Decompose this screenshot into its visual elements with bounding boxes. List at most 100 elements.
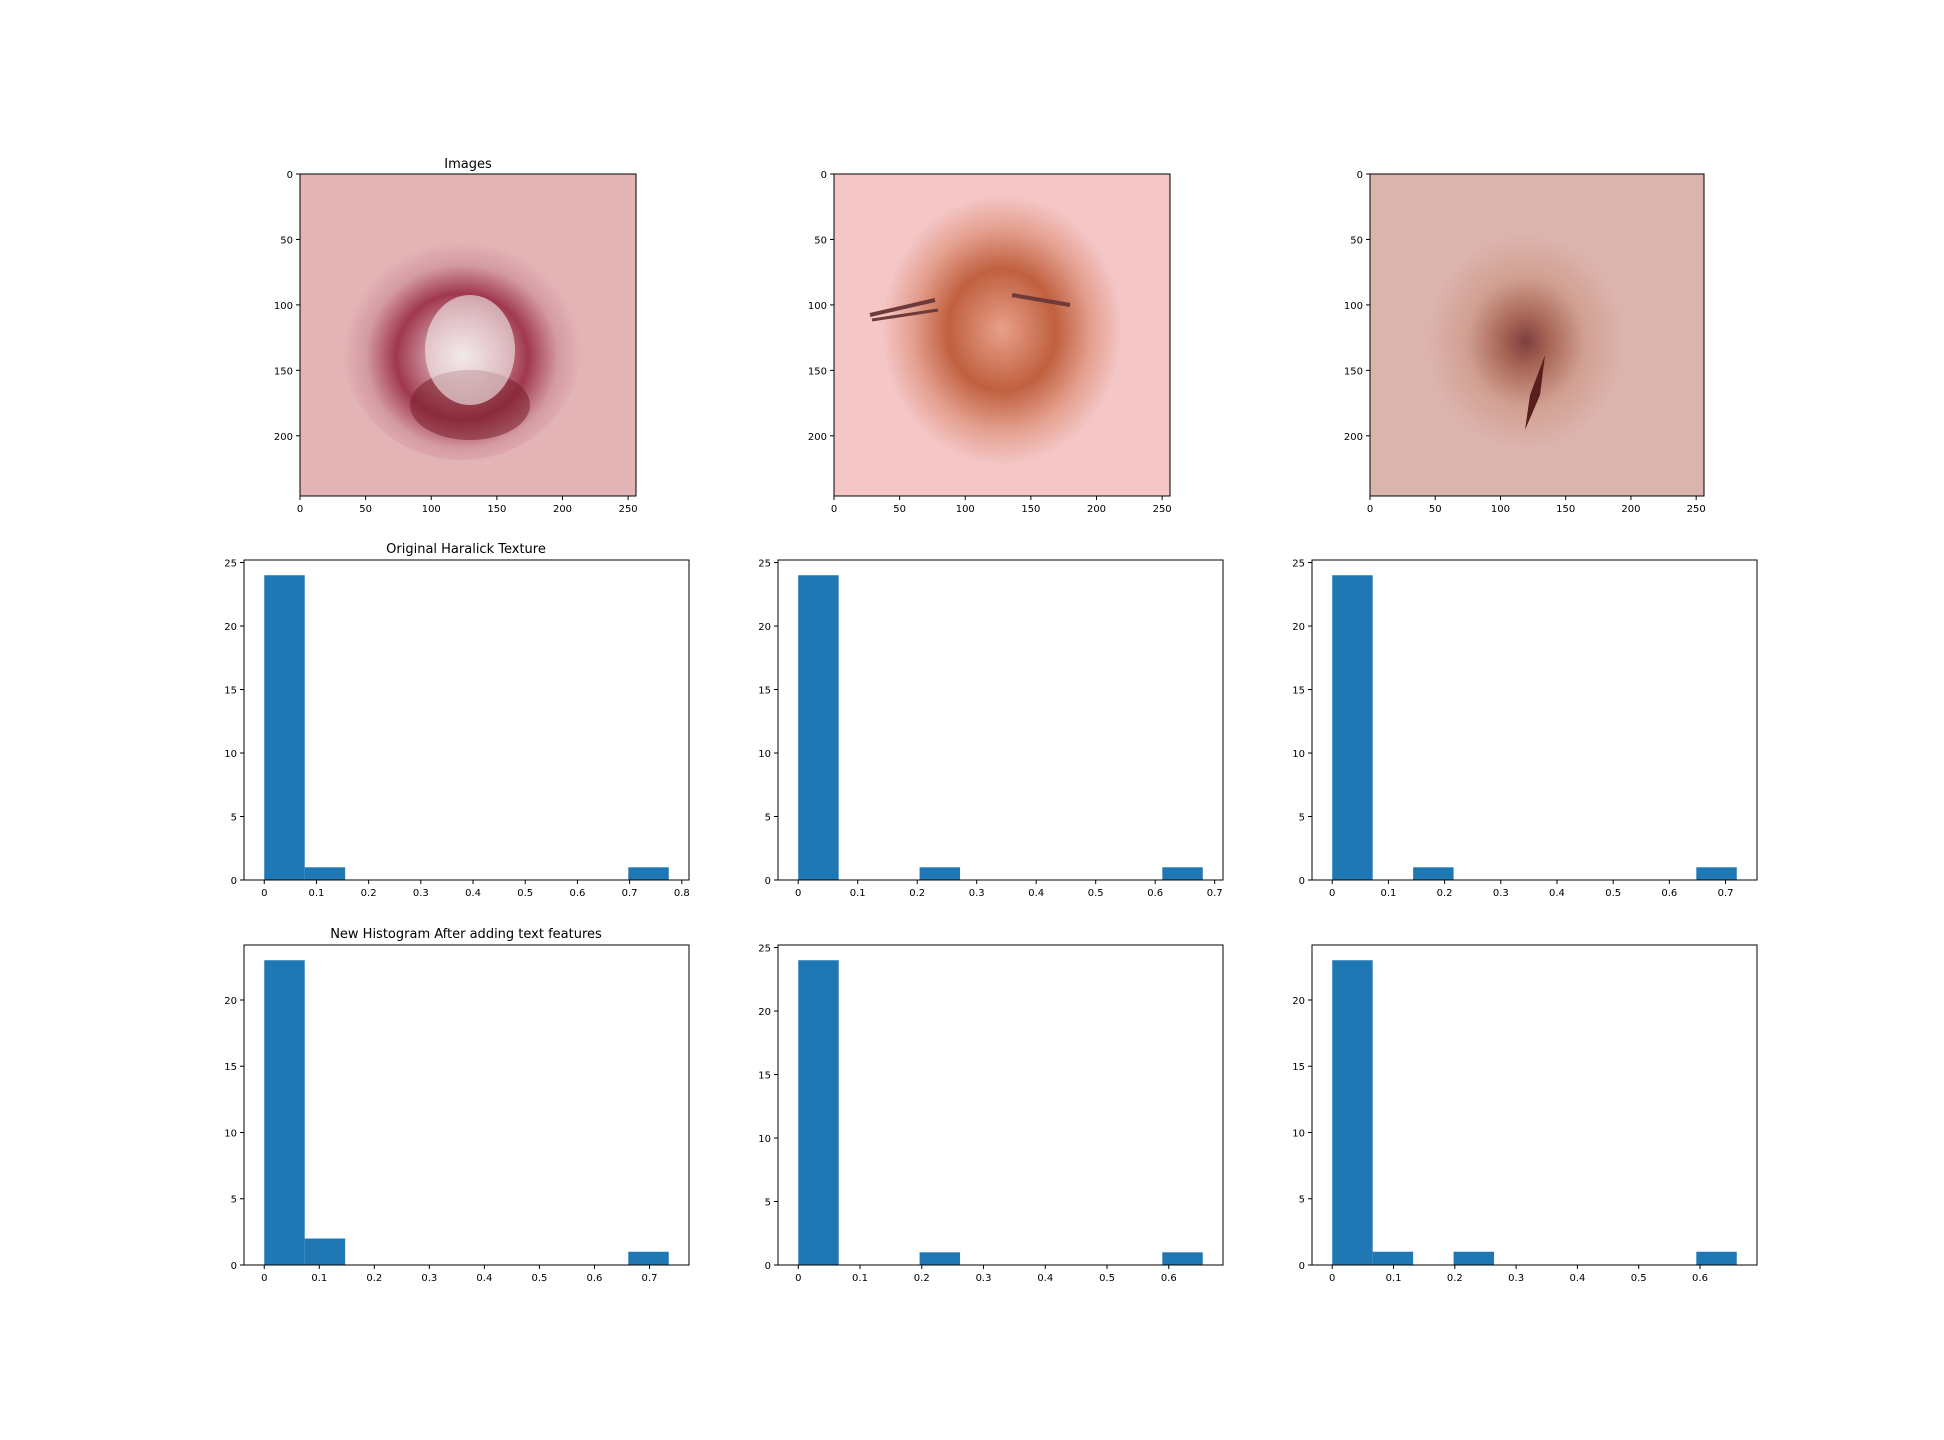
y-tick-label: 5 (1299, 1195, 1305, 1206)
y-tick-label: 0 (821, 170, 827, 181)
x-tick-label: 0.7 (642, 1273, 658, 1284)
y-tick-label: 100 (808, 301, 827, 312)
y-tick-label: 100 (1344, 301, 1363, 312)
y-tick-label: 20 (224, 996, 237, 1007)
y-tick-label: 0 (231, 1261, 237, 1272)
y-tick-label: 0 (1357, 170, 1363, 181)
x-tick-label: 0.3 (1508, 1273, 1524, 1284)
y-tick-label: 5 (231, 1195, 237, 1206)
hair-3 (1011, 293, 1071, 307)
x-tick-label: 0.7 (622, 888, 638, 899)
histogram-bar (1453, 1251, 1495, 1265)
lesion-1-white-area (425, 295, 515, 405)
y-tick-label: 5 (765, 1198, 771, 1209)
y-tick-label: 10 (1292, 749, 1305, 760)
x-tick-label: 0.1 (850, 888, 866, 899)
y-tick-label: 15 (1292, 686, 1305, 697)
histogram-bar (1162, 1252, 1203, 1265)
x-tick-label: 0.7 (1207, 888, 1223, 899)
y-tick-label: 15 (758, 686, 771, 697)
x-tick-label: 0.6 (586, 1273, 602, 1284)
y-tick-label: 0 (231, 876, 237, 887)
x-tick-label: 0.5 (517, 888, 533, 899)
x-tick-label: 250 (1153, 504, 1172, 515)
y-tick-label: 200 (808, 432, 827, 443)
x-tick-label: 0.5 (1088, 888, 1104, 899)
histogram-bar (1332, 960, 1373, 1265)
x-tick-label: 0.5 (531, 1273, 547, 1284)
x-tick-label: 50 (359, 504, 372, 515)
histogram-bar (1696, 867, 1737, 880)
histogram-bar (628, 1251, 669, 1265)
x-tick-label: 0.6 (1661, 888, 1677, 899)
y-tick-label: 150 (808, 366, 827, 377)
x-tick-label: 0 (831, 504, 837, 515)
x-tick-label: 0 (1329, 888, 1335, 899)
histogram-bar (264, 575, 305, 880)
x-tick-label: 0.1 (1386, 1273, 1402, 1284)
y-tick-label: 20 (758, 622, 771, 633)
axes-frame (243, 559, 690, 881)
x-tick-label: 0.4 (476, 1273, 492, 1284)
x-tick-label: 0.2 (366, 1273, 382, 1284)
image-3-axes: 0 50 100 150 200 250 0 50 100 150 200 (1344, 170, 1706, 515)
histogram-bar (1413, 867, 1454, 880)
x-tick-label: 150 (487, 504, 506, 515)
y-tick-label: 0 (765, 1261, 771, 1272)
x-tick-label: 0.6 (569, 888, 585, 899)
image-2-axes: 0 50 100 150 200 250 0 50 100 150 200 (808, 170, 1172, 515)
x-tick-label: 0.5 (1631, 1273, 1647, 1284)
y-tick-label: 150 (274, 366, 293, 377)
y-tick-label: 150 (1344, 366, 1363, 377)
histogram-bar (798, 575, 839, 880)
x-tick-label: 200 (553, 504, 572, 515)
x-tick-label: 0.5 (1099, 1273, 1115, 1284)
x-tick-label: 0.4 (1028, 888, 1044, 899)
x-tick-label: 100 (956, 504, 975, 515)
y-tick-label: 50 (280, 235, 293, 246)
x-tick-label: 200 (1621, 504, 1640, 515)
x-tick-label: 0.7 (1718, 888, 1734, 899)
lesion-3-dark-streak (1525, 355, 1545, 430)
axes-frame (777, 559, 1224, 881)
histogram-original-3: 0 0.1 0.2 0.3 0.4 0.5 0.6 0.7 0 5 10 15 20 25 (1292, 559, 1758, 899)
histogram-bar (1372, 1251, 1414, 1265)
y-tick-label: 5 (1299, 813, 1305, 824)
y-tick-label: 25 (224, 559, 237, 570)
x-tick-label: 0.5 (1605, 888, 1621, 899)
lesion-2 (882, 195, 1122, 465)
x-tick-label: 50 (1429, 504, 1442, 515)
image-panel-2: 0 50 100 150 200 250 0 50 100 150 200 (808, 170, 1172, 515)
axes-frame (1311, 944, 1758, 1266)
x-tick-label: 0.4 (465, 888, 481, 899)
y-tick-label: 0 (1299, 876, 1305, 887)
x-tick-label: 0 (297, 504, 303, 515)
x-tick-label: 0.6 (1147, 888, 1163, 899)
x-tick-label: 0.4 (1037, 1273, 1053, 1284)
histogram-bar (1162, 867, 1203, 880)
x-tick-label: 0.8 (674, 888, 690, 899)
y-tick-label: 15 (224, 686, 237, 697)
y-tick-label: 10 (758, 1134, 771, 1145)
x-tick-label: 0 (261, 1273, 267, 1284)
x-tick-label: 150 (1556, 504, 1575, 515)
x-tick-label: 250 (1687, 504, 1706, 515)
y-tick-label: 20 (224, 622, 237, 633)
histogram-bar (304, 867, 346, 880)
y-tick-label: 50 (814, 235, 827, 246)
image-panel-3: 0 50 100 150 200 250 0 50 100 150 200 (1344, 170, 1706, 515)
x-tick-label: 0.4 (1569, 1273, 1585, 1284)
y-tick-label: 20 (758, 1007, 771, 1018)
x-tick-label: 0.4 (1549, 888, 1565, 899)
x-tick-label: 0.2 (1447, 1273, 1463, 1284)
y-tick-label: 20 (1292, 622, 1305, 633)
y-tick-label: 10 (758, 749, 771, 760)
x-tick-label: 150 (1021, 504, 1040, 515)
histogram-original-2: 0 0.1 0.2 0.3 0.4 0.5 0.6 0.7 0 5 10 15 20 25 (758, 559, 1224, 899)
x-tick-label: 0.1 (308, 888, 324, 899)
histogram-bar (919, 867, 961, 880)
histogram-bar (264, 960, 305, 1265)
y-tick-label: 0 (765, 876, 771, 887)
x-tick-label: 100 (422, 504, 441, 515)
